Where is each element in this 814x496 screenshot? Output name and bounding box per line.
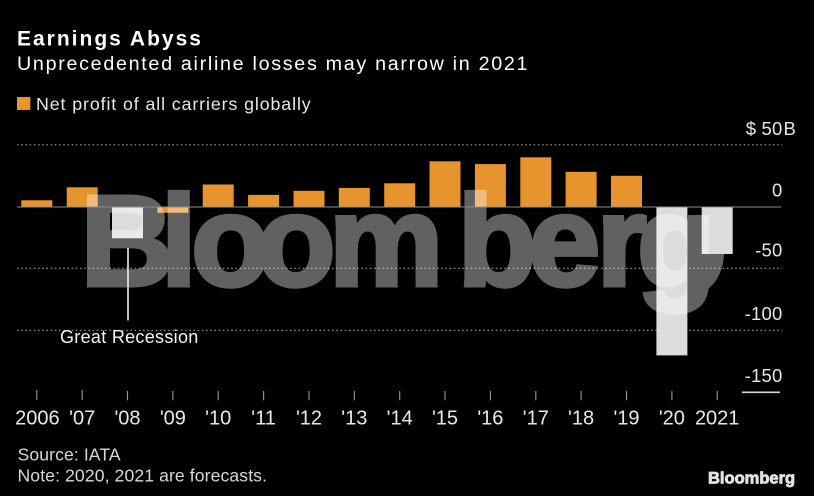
svg-text:'17: '17 <box>523 408 549 430</box>
svg-text:Unprecedented airline losses m: Unprecedented airline losses may narrow … <box>17 53 529 75</box>
svg-text:'07: '07 <box>69 408 95 430</box>
svg-text:'13: '13 <box>341 408 367 430</box>
svg-text:Net profit of all carriers glo: Net profit of all carriers globally <box>36 94 312 114</box>
svg-text:Bloomberg: Bloomberg <box>81 170 716 313</box>
svg-text:B: B <box>784 118 797 139</box>
svg-text:'11: '11 <box>251 408 276 430</box>
svg-text:2006: 2006 <box>15 408 60 430</box>
svg-text:'16: '16 <box>477 408 503 430</box>
svg-text:'20: '20 <box>659 408 685 430</box>
svg-text:Great Recession: Great Recession <box>60 327 199 347</box>
svg-text:Bloomberg: Bloomberg <box>708 470 795 488</box>
svg-text:2021: 2021 <box>695 408 740 430</box>
svg-text:'18: '18 <box>568 408 594 430</box>
svg-text:-100: -100 <box>745 303 783 324</box>
svg-text:-150: -150 <box>745 365 783 386</box>
svg-text:-50: -50 <box>755 239 782 260</box>
svg-text:0: 0 <box>772 180 783 201</box>
svg-text:'14: '14 <box>387 408 413 430</box>
svg-text:'09: '09 <box>160 408 186 430</box>
svg-text:'10: '10 <box>205 408 231 430</box>
svg-text:'15: '15 <box>432 408 458 430</box>
svg-text:Source: IATA: Source: IATA <box>18 445 121 465</box>
svg-text:'08: '08 <box>114 408 140 430</box>
svg-text:Earnings Abyss: Earnings Abyss <box>17 27 203 50</box>
svg-text:'12: '12 <box>296 408 322 430</box>
svg-text:Note: 2020, 2021 are forecasts: Note: 2020, 2021 are forecasts. <box>18 466 268 486</box>
svg-text:$ 50: $ 50 <box>746 118 783 139</box>
svg-text:'19: '19 <box>613 408 639 430</box>
